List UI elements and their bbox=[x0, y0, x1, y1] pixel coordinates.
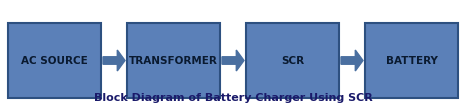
Text: BATTERY: BATTERY bbox=[385, 56, 438, 65]
Text: SCR: SCR bbox=[281, 56, 304, 65]
FancyArrow shape bbox=[341, 50, 363, 71]
Bar bbox=[127, 23, 220, 98]
FancyArrow shape bbox=[103, 50, 125, 71]
Bar bbox=[365, 23, 458, 98]
FancyArrow shape bbox=[222, 50, 244, 71]
Bar bbox=[8, 23, 101, 98]
Bar bbox=[246, 23, 339, 98]
Text: Block Diagram of Battery Charger Using SCR: Block Diagram of Battery Charger Using S… bbox=[94, 93, 372, 103]
Text: AC SOURCE: AC SOURCE bbox=[21, 56, 88, 65]
Text: TRANSFORMER: TRANSFORMER bbox=[129, 56, 218, 65]
